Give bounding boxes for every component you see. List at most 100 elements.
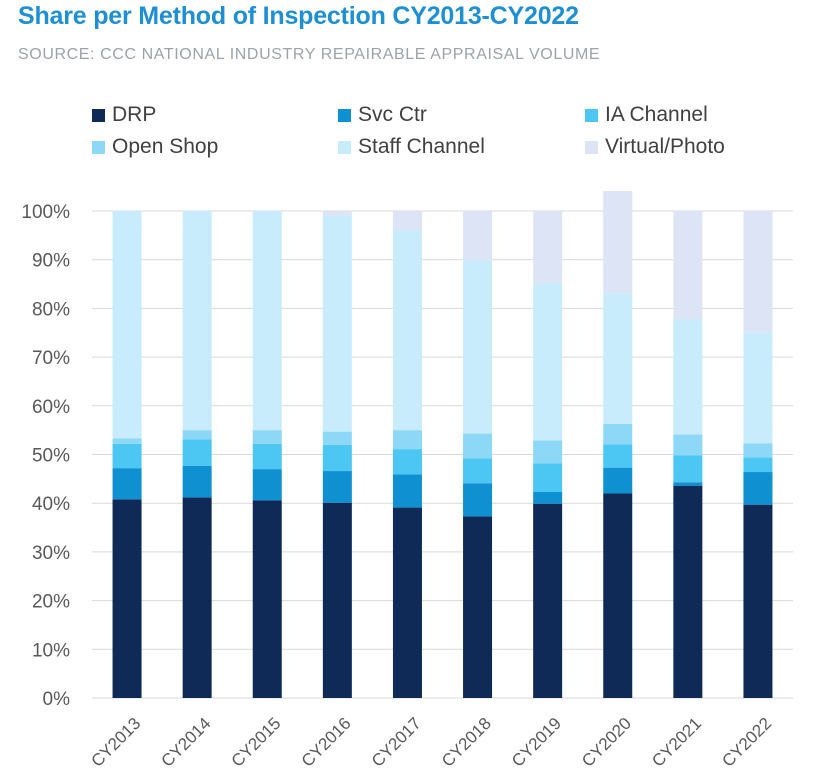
- bar-stack-cy2014: [182, 211, 212, 698]
- bar-segment-open-shop: [392, 430, 422, 450]
- chart-subtitle: SOURCE: CCC NATIONAL INDUSTRY REPAIRABLE…: [18, 46, 601, 63]
- bar-segment-open-shop: [112, 438, 142, 444]
- x-tick-label: CY2016: [298, 714, 355, 771]
- bar-segment-staff-channel: [322, 215, 352, 432]
- bar-segment-open-shop: [252, 430, 282, 444]
- bar-segment-drp: [392, 507, 422, 698]
- bar-segment-open-shop: [322, 431, 352, 445]
- bar-stack-cy2019: [533, 211, 563, 698]
- x-tick-label: CY2014: [158, 714, 215, 771]
- bar-segment-virtual-photo: [533, 211, 563, 284]
- bar-segment-ia-channel: [673, 455, 703, 483]
- bar-segment-svc-ctr: [603, 467, 633, 494]
- bar-segment-svc-ctr: [743, 472, 773, 505]
- legend-label-ia-channel: IA Channel: [605, 103, 708, 126]
- bar-segment-ia-channel: [392, 449, 422, 475]
- bar-segment-drp: [533, 503, 563, 698]
- bar-segment-svc-ctr: [392, 474, 422, 508]
- y-axis-ticks: 0% 10% 20% 30% 40% 50% 60% 70% 80% 90% 100%: [21, 202, 70, 710]
- bar-segment-drp: [252, 500, 282, 698]
- x-tick-label: CY2017: [368, 714, 425, 771]
- bar-segment-staff-channel: [673, 319, 703, 435]
- legend-label-open-shop: Open Shop: [112, 135, 219, 158]
- bar-segment-ia-channel: [533, 463, 563, 492]
- bar-segment-open-shop: [603, 423, 633, 445]
- bar-segment-virtual-photo: [603, 191, 633, 294]
- bar-segment-ia-channel: [112, 443, 142, 469]
- x-tick-label: CY2013: [87, 714, 144, 771]
- y-tick-label: 50%: [32, 446, 70, 467]
- bar-segment-staff-channel: [743, 332, 773, 444]
- bar-segment-ia-channel: [252, 443, 282, 470]
- bar-segment-svc-ctr: [112, 468, 142, 500]
- bar-stack-cy2020: [603, 191, 633, 698]
- bar-segment-virtual-photo: [463, 211, 493, 261]
- bar-segment-open-shop: [673, 434, 703, 456]
- legend-item-staff-channel: Staff Channel: [338, 135, 485, 159]
- bar-segment-staff-channel: [463, 260, 493, 434]
- legend-label-staff-channel: Staff Channel: [358, 135, 485, 158]
- y-tick-label: 10%: [32, 640, 70, 661]
- legend-label-svc-ctr: Svc Ctr: [358, 103, 427, 126]
- bar-segment-svc-ctr: [322, 471, 352, 503]
- bar-segment-ia-channel: [182, 439, 212, 466]
- bar-segment-drp: [463, 516, 493, 698]
- bar-segment-open-shop: [182, 430, 212, 440]
- bar-segment-drp: [182, 497, 212, 698]
- bar-segment-drp: [322, 502, 352, 698]
- x-tick-label: CY2020: [578, 714, 635, 771]
- x-axis-ticks: CY2013 CY2014 CY2015 CY2016 CY2017 CY2018 CY20…: [87, 714, 775, 771]
- bar-segment-staff-channel: [252, 211, 282, 431]
- bar-segment-svc-ctr: [463, 483, 493, 517]
- bar-segment-svc-ctr: [673, 482, 703, 486]
- bar-segment-ia-channel: [463, 458, 493, 484]
- x-tick-label: CY2019: [508, 714, 565, 771]
- legend-swatch-open-shop: [92, 140, 105, 154]
- bar-segment-drp: [112, 499, 142, 698]
- bar-segment-svc-ctr: [533, 491, 563, 504]
- y-tick-label: 0%: [43, 689, 71, 710]
- chart-title: Share per Method of Inspection CY2013-CY…: [18, 2, 579, 30]
- bar-stack-cy2017: [392, 211, 422, 698]
- bar-segment-drp: [673, 485, 703, 698]
- bar-segment-svc-ctr: [182, 465, 212, 498]
- bar-segment-staff-channel: [603, 293, 633, 424]
- legend-swatch-svc-ctr: [338, 108, 351, 122]
- bar-segment-svc-ctr: [252, 469, 282, 501]
- bar-segment-drp: [603, 493, 633, 698]
- bar-stack-cy2022: [743, 211, 773, 698]
- bar-stack-cy2016: [322, 211, 352, 698]
- bar-segment-ia-channel: [603, 444, 633, 468]
- bar-segment-open-shop: [743, 443, 773, 458]
- bar-segment-staff-channel: [392, 229, 422, 431]
- x-tick-label: CY2015: [228, 714, 285, 771]
- bar-stacks: [112, 191, 773, 698]
- legend-item-virtual-photo: Virtual/Photo: [585, 135, 725, 159]
- legend-item-svc-ctr: Svc Ctr: [338, 103, 427, 127]
- bar-segment-open-shop: [463, 433, 493, 459]
- y-tick-label: 20%: [32, 592, 70, 613]
- legend-swatch-ia-channel: [585, 108, 598, 122]
- bar-segment-virtual-photo: [743, 211, 773, 333]
- legend-item-ia-channel: IA Channel: [585, 103, 708, 127]
- bar-segment-virtual-photo: [673, 211, 703, 320]
- legend-label-drp: DRP: [112, 103, 157, 126]
- x-tick-label: CY2022: [718, 714, 775, 771]
- bar-segment-ia-channel: [322, 444, 352, 472]
- bar-segment-drp: [743, 504, 773, 698]
- y-tick-label: 70%: [32, 348, 70, 369]
- legend-swatch-virtual-photo: [585, 140, 598, 154]
- bar-segment-staff-channel: [182, 211, 212, 431]
- y-tick-label: 80%: [32, 299, 70, 320]
- legend-item-drp: DRP: [92, 103, 156, 127]
- y-tick-label: 100%: [21, 202, 70, 223]
- bar-segment-staff-channel: [112, 211, 142, 439]
- y-tick-label: 60%: [32, 397, 70, 418]
- legend-swatch-staff-channel: [338, 140, 351, 154]
- y-tick-label: 30%: [32, 543, 70, 564]
- legend-item-open-shop: Open Shop: [92, 135, 218, 159]
- bar-stack-cy2013: [112, 211, 142, 698]
- legend-swatch-drp: [92, 108, 105, 122]
- bar-stack-cy2021: [673, 211, 703, 698]
